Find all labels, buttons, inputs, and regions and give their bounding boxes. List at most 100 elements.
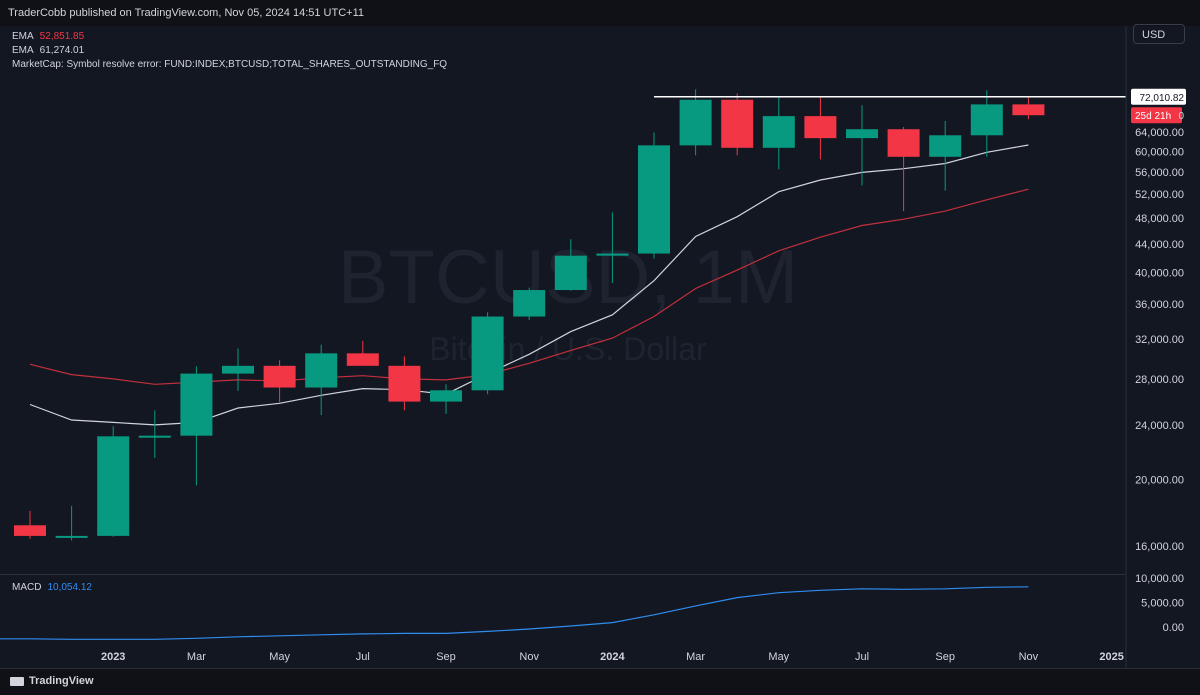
candle-body	[929, 135, 962, 157]
time-tick-label: Nov	[1019, 651, 1039, 663]
current-price-tag: 72,010.82	[1131, 88, 1186, 105]
countdown-partial-label: 0	[1178, 111, 1184, 122]
time-axis[interactable]: 2023 Mar May Jul Sep Nov 2024 Mar May Jul Sep Nov 20…	[101, 651, 1124, 663]
candle	[721, 93, 754, 156]
candle-body	[430, 390, 462, 402]
ema-slow-value: 52,851.85	[39, 31, 85, 42]
current-price-tag-label: 72,010.82	[1140, 93, 1185, 104]
candle-body	[887, 129, 920, 157]
candle-body	[846, 129, 878, 139]
candle-body	[970, 104, 1003, 136]
candle	[1012, 96, 1045, 120]
macd-tick-label: 0.00	[1163, 622, 1184, 634]
candle-body	[305, 353, 338, 388]
candles-layer	[14, 89, 1045, 541]
price-tick-label: 56,000.00	[1135, 167, 1184, 179]
macd-legend[interactable]: MACD 10,054.12	[12, 582, 92, 593]
price-tick-label: 64,000.00	[1135, 127, 1184, 139]
tradingview-logo-icon	[10, 676, 24, 686]
price-tick-label: 24,000.00	[1135, 420, 1184, 432]
ema-fast-value: 61,274.01	[39, 45, 85, 56]
price-tick-label: 52,000.00	[1135, 189, 1184, 201]
candle-body	[471, 316, 504, 391]
candle-body	[222, 365, 254, 374]
candle	[138, 410, 171, 458]
footer-bar: TradingView	[0, 668, 1200, 695]
candle-body	[762, 116, 795, 148]
marketcap-error-text: MarketCap: Symbol resolve error: FUND:IN…	[12, 59, 448, 70]
publish-info: TraderCobb published on TradingView.com,…	[8, 7, 364, 19]
countdown-tag: 25d 21h 0	[1131, 107, 1184, 124]
time-tick-label: 2023	[101, 651, 125, 663]
symbol-watermark: BTCUSD, 1M Bitcoin / U.S. Dollar	[338, 235, 798, 367]
candle-body	[1012, 104, 1045, 116]
price-tick-label: 28,000.00	[1135, 374, 1184, 386]
candle	[14, 510, 46, 539]
price-tick-label: 40,000.00	[1135, 267, 1184, 279]
candle	[346, 340, 379, 366]
candle-body	[388, 365, 421, 402]
time-tick-label: Nov	[519, 651, 539, 663]
candle	[929, 121, 962, 191]
currency-button[interactable]: USD	[1133, 24, 1185, 44]
candle-body	[721, 99, 754, 148]
candle	[388, 356, 421, 411]
publish-bar: TraderCobb published on TradingView.com,…	[0, 0, 1200, 26]
ema-fast-label: EMA	[12, 45, 34, 56]
candle	[222, 348, 254, 391]
time-tick-label: Mar	[686, 651, 705, 663]
price-tick-label: 60,000.00	[1135, 146, 1184, 158]
ema-fast-legend[interactable]: EMA 61,274.01	[12, 44, 447, 58]
candle	[804, 97, 837, 160]
macd-label: MACD	[12, 582, 42, 593]
candle	[180, 366, 213, 486]
candle-body	[55, 535, 88, 538]
price-tick-label: 20,000.00	[1135, 474, 1184, 486]
candle	[846, 105, 878, 186]
time-tick-label: May	[269, 651, 290, 663]
candle	[471, 312, 504, 395]
candle	[679, 89, 712, 156]
tradingview-logo[interactable]: TradingView	[10, 675, 94, 687]
watermark-name: Bitcoin / U.S. Dollar	[429, 331, 707, 367]
candle	[596, 212, 629, 284]
candle	[762, 97, 795, 170]
candle-body	[596, 253, 629, 256]
candle	[305, 344, 338, 416]
macd-axis[interactable]: 10,000.00 5,000.00 0.00	[1135, 573, 1184, 634]
pane-divider[interactable]	[0, 574, 1125, 575]
macd-value: 10,054.12	[47, 582, 92, 593]
candle	[970, 90, 1003, 157]
price-tick-label: 44,000.00	[1135, 239, 1184, 251]
candle-body	[679, 99, 712, 146]
candle	[263, 360, 296, 403]
candle-body	[263, 365, 296, 388]
time-tick-label: Jul	[855, 651, 869, 663]
candle	[887, 126, 920, 212]
time-tick-label: 2025	[1099, 651, 1123, 663]
price-tick-label: 16,000.00	[1135, 541, 1184, 553]
time-tick-label: Jul	[356, 651, 370, 663]
candle	[638, 132, 670, 259]
macd-layer	[0, 586, 1029, 640]
ema-slow-label: EMA	[12, 31, 34, 42]
candle-body	[804, 116, 837, 139]
candle-body	[346, 353, 379, 366]
time-tick-label: Mar	[187, 651, 206, 663]
macd-tick-label: 5,000.00	[1141, 598, 1184, 610]
macd-line	[0, 586, 1029, 640]
indicator-legend: EMA 52,851.85 EMA 61,274.01 MarketCap: Sym…	[12, 30, 447, 72]
candle-body	[554, 255, 587, 291]
candle-body	[638, 145, 670, 254]
time-tick-label: 2024	[600, 651, 625, 663]
time-tick-label: Sep	[935, 651, 955, 663]
ema-slow-legend[interactable]: EMA 52,851.85	[12, 30, 447, 44]
marketcap-legend[interactable]: MarketCap: Symbol resolve error: FUND:IN…	[12, 58, 447, 72]
price-axis[interactable]: 64,000.00 60,000.00 56,000.00 52,000.00 48,0…	[1125, 26, 1186, 668]
countdown-tag-label: 25d 21h	[1135, 111, 1171, 122]
price-tick-label: 48,000.00	[1135, 213, 1184, 225]
price-tick-label: 36,000.00	[1135, 299, 1184, 311]
time-tick-label: May	[768, 651, 789, 663]
candle	[430, 384, 462, 414]
